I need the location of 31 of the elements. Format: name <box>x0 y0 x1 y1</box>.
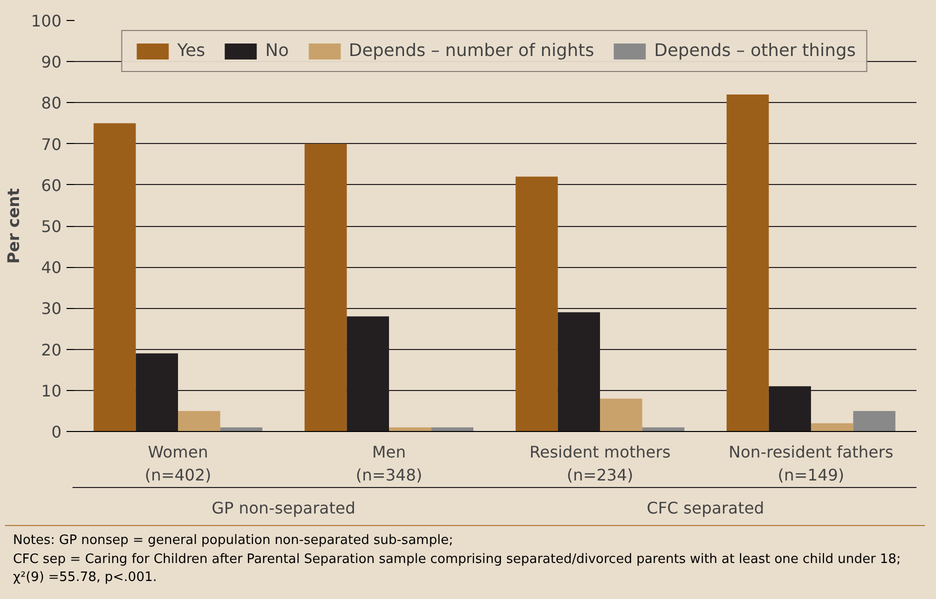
y-tick-label: 60 <box>41 176 62 195</box>
y-tick-label: 90 <box>41 52 62 72</box>
bar <box>304 144 347 432</box>
legend-label: No <box>265 41 289 61</box>
bar <box>178 410 220 432</box>
y-tick-label: 40 <box>41 258 62 278</box>
y-tick-label: 100 <box>30 12 62 30</box>
bar <box>600 398 642 432</box>
legend-label: Yes <box>177 41 206 61</box>
bar <box>853 410 896 432</box>
y-tick-label: 50 <box>41 217 62 236</box>
y-tick-label: 0 <box>51 422 62 442</box>
legend-label: Depends – number of nights <box>348 41 594 61</box>
y-tick-label: 80 <box>41 94 62 113</box>
y-axis-title: Per cent <box>4 188 23 264</box>
legend-label: Depends – other things <box>654 41 856 61</box>
text: Notes: GP nonsep = general population non-separated sub-sample; CFC sep = Caring for Children after Parental Separation sample comprising separated/divorced parents with at least one child under 18; χ²(9) =55.78, p<.001. <box>13 532 901 588</box>
x-tick-label: Women (n=402) <box>144 442 212 484</box>
y-tick-label: 20 <box>41 340 62 360</box>
x-tick-label: Men (n=348) <box>356 442 422 484</box>
x-tick-label: Resident mothers (n=234) <box>529 442 671 484</box>
text: CFC separated <box>646 498 764 518</box>
bar <box>516 176 558 432</box>
y-tick-label: 70 <box>41 134 62 154</box>
bar <box>726 94 769 432</box>
y-tick-label: 10 <box>41 381 62 400</box>
y-tick-label: 30 <box>41 299 62 318</box>
bar <box>811 423 854 432</box>
text: GP non-separated <box>212 498 356 518</box>
x-tick-label: Non-resident fathers (n=149) <box>728 442 894 484</box>
bar <box>94 123 136 432</box>
